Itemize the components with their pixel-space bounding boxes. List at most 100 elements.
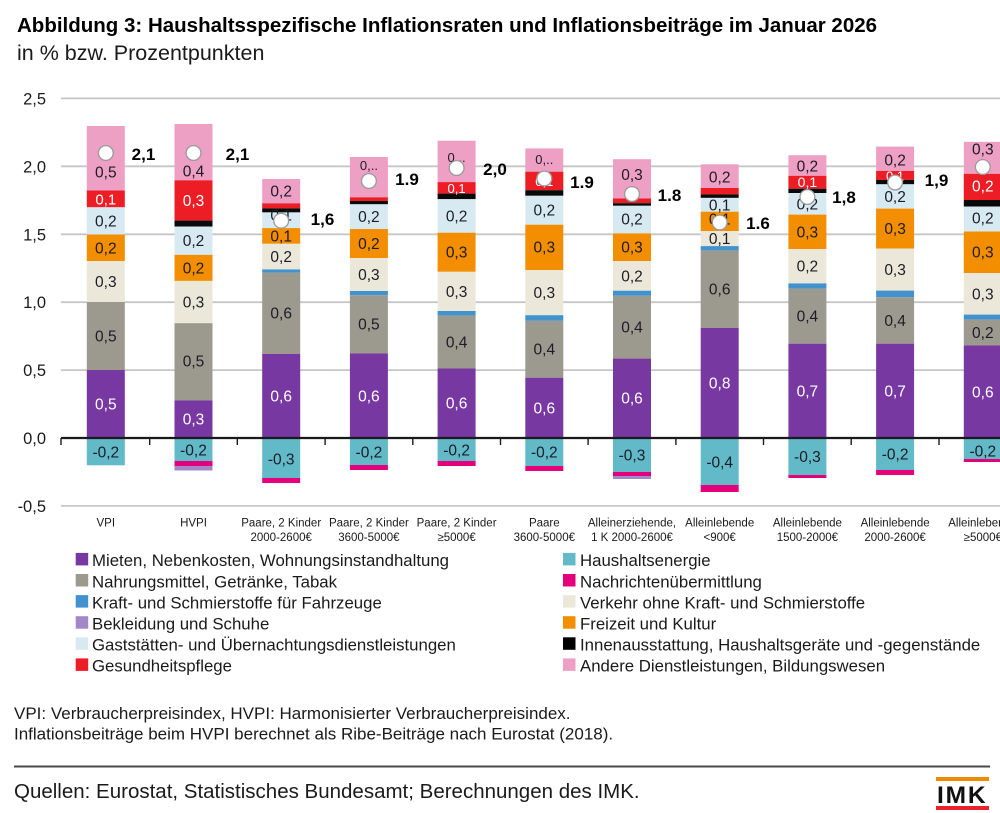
svg-text:0,..: 0,.. (448, 150, 466, 165)
svg-text:0,2: 0,2 (183, 233, 205, 250)
svg-text:Paare, 2 Kinder: Paare, 2 Kinder (241, 518, 321, 530)
svg-text:0,3: 0,3 (972, 142, 994, 159)
svg-text:0,3: 0,3 (534, 285, 556, 302)
svg-text:Andere Dienstleistungen, Bildu: Andere Dienstleistungen, Bildungswesen (580, 657, 885, 676)
svg-text:2,0: 2,0 (23, 158, 46, 176)
svg-text:0,2: 0,2 (621, 212, 643, 229)
svg-text:in % bzw. Prozentpunkten: in % bzw. Prozentpunkten (17, 41, 264, 65)
svg-text:Alleinlebende: Alleinlebende (861, 518, 930, 530)
svg-text:0,3: 0,3 (972, 287, 994, 304)
svg-text:Alleinlebende: Alleinlebende (948, 518, 1000, 530)
svg-text:Alleinlebende: Alleinlebende (773, 518, 842, 530)
svg-text:Haushaltsenergie: Haushaltsenergie (580, 551, 711, 570)
svg-text:0,1: 0,1 (270, 229, 292, 246)
svg-text:0,6: 0,6 (709, 282, 731, 299)
svg-text:Alleinerziehende,: Alleinerziehende, (588, 518, 676, 530)
svg-text:0,5: 0,5 (95, 165, 117, 182)
svg-text:2,5: 2,5 (23, 90, 46, 108)
svg-text:<900€: <900€ (704, 532, 737, 544)
svg-text:Gesundheitspflege: Gesundheitspflege (92, 657, 232, 676)
svg-text:0,2: 0,2 (884, 153, 906, 170)
svg-text:1,5: 1,5 (23, 226, 46, 244)
svg-text:0,2: 0,2 (709, 170, 731, 187)
svg-text:Inflationsbeiträge beim HVPI b: Inflationsbeiträge beim HVPI berechnet a… (14, 725, 613, 744)
svg-text:Abbildung 3: Haushaltsspezifis: Abbildung 3: Haushaltsspezifische Inflat… (17, 14, 877, 37)
svg-text:-0,3: -0,3 (619, 448, 646, 465)
svg-text:VPI: Verbraucherpreisindex, HV: VPI: Verbraucherpreisindex, HVPI: Harmon… (14, 704, 571, 723)
svg-text:0,3: 0,3 (183, 193, 205, 210)
svg-text:0,..: 0,.. (360, 158, 378, 173)
svg-text:0,4: 0,4 (183, 164, 205, 181)
svg-text:0,2: 0,2 (270, 249, 292, 266)
svg-text:0,3: 0,3 (621, 167, 643, 184)
svg-text:0,..: 0,.. (535, 152, 553, 167)
svg-text:0,3: 0,3 (183, 295, 205, 312)
svg-text:2,0: 2,0 (483, 160, 507, 179)
svg-text:0,5: 0,5 (358, 317, 380, 334)
svg-text:0,4: 0,4 (797, 309, 819, 326)
svg-text:0,2: 0,2 (358, 236, 380, 253)
svg-text:1,0: 1,0 (23, 294, 46, 312)
svg-text:≥5000€: ≥5000€ (964, 532, 1000, 544)
svg-text:0,3: 0,3 (446, 245, 468, 262)
svg-text:1.6: 1.6 (746, 214, 770, 233)
svg-text:Quellen: Eurostat, Statistisch: Quellen: Eurostat, Statistisches Bundesa… (14, 780, 640, 803)
svg-text:0,3: 0,3 (95, 274, 117, 291)
svg-text:1 K 2000-2600€: 1 K 2000-2600€ (591, 532, 673, 544)
svg-text:-0,4: -0,4 (706, 455, 733, 472)
svg-text:Nachrichtenübermittlung: Nachrichtenübermittlung (580, 572, 762, 591)
svg-text:0,1: 0,1 (709, 198, 731, 215)
svg-text:Paare, 2 Kinder: Paare, 2 Kinder (329, 518, 409, 530)
svg-text:Freizeit und Kultur: Freizeit und Kultur (580, 615, 717, 634)
svg-text:0,2: 0,2 (972, 179, 994, 196)
svg-text:-0,2: -0,2 (531, 445, 558, 462)
svg-text:HVPI: HVPI (180, 518, 207, 530)
svg-text:0,2: 0,2 (270, 184, 292, 201)
svg-text:0,7: 0,7 (797, 384, 819, 401)
svg-text:1,6: 1,6 (311, 210, 335, 229)
svg-text:-0,2: -0,2 (92, 445, 119, 462)
svg-text:0,4: 0,4 (446, 335, 468, 352)
svg-text:0,2: 0,2 (797, 159, 819, 176)
svg-text:Alleinlebende: Alleinlebende (685, 518, 754, 530)
svg-text:0,4: 0,4 (884, 313, 906, 330)
svg-text:0,1: 0,1 (448, 181, 466, 196)
svg-text:0,3: 0,3 (884, 262, 906, 279)
svg-text:1.9: 1.9 (570, 173, 594, 192)
svg-text:3600-5000€: 3600-5000€ (514, 532, 576, 544)
svg-text:0,2: 0,2 (797, 259, 819, 276)
svg-text:Bekleidung und Schuhe: Bekleidung und Schuhe (92, 615, 269, 634)
svg-text:0,5: 0,5 (95, 397, 117, 414)
svg-text:0,2: 0,2 (183, 261, 205, 278)
svg-text:0,6: 0,6 (446, 396, 468, 413)
svg-text:0,1: 0,1 (95, 192, 116, 209)
svg-text:1.9: 1.9 (395, 170, 419, 189)
svg-text:-0,2: -0,2 (180, 443, 207, 460)
svg-text:0,2: 0,2 (621, 269, 643, 286)
svg-text:0,6: 0,6 (621, 391, 643, 408)
svg-text:0,2: 0,2 (95, 214, 117, 231)
svg-text:Nahrungsmittel, Getränke, Taba: Nahrungsmittel, Getränke, Tabak (92, 572, 338, 591)
svg-text:1500-2000€: 1500-2000€ (777, 532, 839, 544)
svg-text:0,0: 0,0 (23, 430, 46, 448)
svg-text:Innenausstattung, Haushaltsger: Innenausstattung, Haushaltsgeräte und -g… (580, 636, 980, 655)
svg-text:-0,3: -0,3 (794, 449, 821, 466)
svg-text:Paare: Paare (529, 518, 560, 530)
svg-text:0,3: 0,3 (884, 221, 906, 238)
svg-text:1,9: 1,9 (925, 171, 949, 190)
svg-text:0,6: 0,6 (534, 401, 556, 418)
svg-text:0,2: 0,2 (972, 325, 994, 342)
svg-text:Paare, 2 Kinder: Paare, 2 Kinder (417, 518, 497, 530)
svg-text:0,2: 0,2 (884, 189, 906, 206)
svg-text:1,8: 1,8 (832, 188, 856, 207)
svg-text:0,5: 0,5 (23, 362, 46, 380)
svg-text:≥5000€: ≥5000€ (437, 532, 476, 544)
svg-text:VPI: VPI (97, 518, 116, 530)
svg-text:0,4: 0,4 (621, 320, 643, 337)
svg-text:0,6: 0,6 (270, 389, 292, 406)
svg-text:-0,5: -0,5 (18, 498, 46, 516)
svg-text:0,2: 0,2 (95, 241, 117, 258)
svg-text:0,3: 0,3 (183, 412, 205, 429)
svg-text:0,2: 0,2 (534, 203, 556, 220)
svg-text:Kraft- und Schmierstoffe für F: Kraft- und Schmierstoffe für Fahrzeuge (92, 593, 382, 612)
